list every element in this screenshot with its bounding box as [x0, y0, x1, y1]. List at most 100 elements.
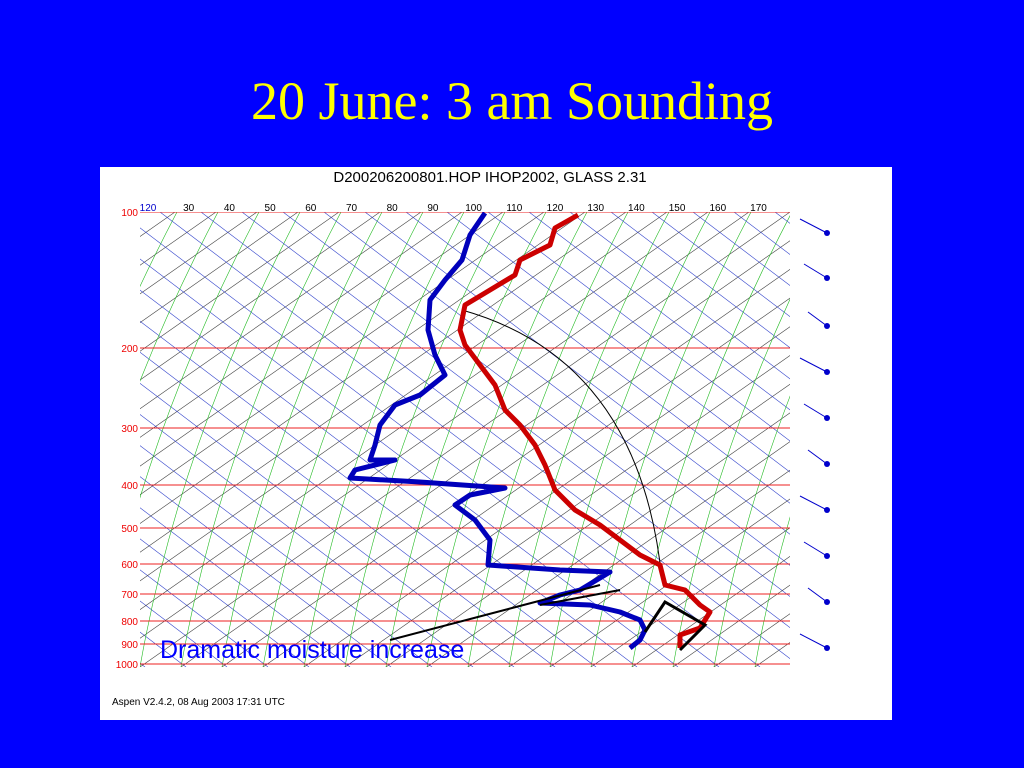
pressure-label: 100 — [121, 208, 138, 219]
isotherm — [385, 383, 790, 667]
isotherm — [140, 212, 586, 524]
mixing-line — [919, 212, 1024, 667]
pressure-label: 900 — [121, 640, 138, 651]
highlight-line — [643, 599, 708, 652]
parcel-curve — [461, 309, 663, 581]
isotherm — [140, 212, 258, 295]
mixing-line — [140, 212, 260, 499]
barb-staff — [799, 218, 828, 234]
isotherm-blue — [140, 569, 269, 667]
isotherm-blue — [0, 212, 104, 667]
barb-staff — [799, 357, 828, 373]
pressure-label: 200 — [121, 344, 138, 355]
isotherm — [140, 212, 627, 553]
isotherm — [140, 212, 790, 667]
temperature-label: 70 — [346, 203, 358, 214]
mixing-line — [0, 212, 95, 667]
isotherm — [919, 212, 1024, 667]
temperature-label: 40 — [224, 203, 236, 214]
isotherm — [0, 212, 52, 667]
mixing-line — [631, 215, 790, 667]
temperature-label: 80 — [387, 203, 399, 214]
isotherm-blue — [487, 212, 790, 442]
axis-labels: 100 200 300 400 500 600 700 800 900 1000 120 30 40 50… — [116, 203, 768, 671]
pressure-label: 1000 — [116, 660, 139, 671]
isotherm-blue — [980, 212, 1024, 667]
isotherm — [631, 556, 790, 667]
barb-staff — [807, 311, 828, 327]
isotherm — [960, 212, 1024, 667]
isotherm-blue — [569, 212, 790, 380]
pressure-label: 400 — [121, 481, 138, 492]
mixing-line — [1001, 212, 1024, 667]
isotherm-blue — [241, 212, 790, 628]
isotherm — [303, 326, 790, 667]
temperature-label: 100 — [465, 203, 482, 214]
arrow — [539, 589, 621, 606]
isotherm — [140, 212, 463, 438]
isotherm-blue — [140, 320, 597, 667]
isotherm-blue — [282, 212, 790, 597]
slide-title: 20 June: 3 am Sounding — [251, 71, 773, 131]
isotherm — [426, 412, 790, 667]
isotherm-blue — [159, 212, 761, 667]
isotherm — [180, 240, 790, 667]
isotherm — [140, 212, 504, 467]
temperature-label: 60 — [305, 203, 317, 214]
traces — [347, 212, 713, 652]
arrow — [389, 584, 601, 641]
mixing-line — [221, 212, 383, 667]
barb-staff — [799, 633, 828, 649]
mixing-line — [426, 212, 588, 667]
isotherm-blue — [651, 212, 790, 318]
diagram-caption: D200206200801.HOP IHOP2002, GLASS 2.31 — [333, 169, 646, 186]
isotherm-blue — [140, 538, 310, 667]
isotherm-blue — [140, 476, 392, 667]
isotherm-blue — [140, 351, 556, 667]
isotherm-blue — [200, 212, 790, 660]
mixing-line — [0, 212, 54, 667]
isotherm — [140, 212, 340, 352]
mixing-line — [303, 212, 465, 667]
pressure-label: 500 — [121, 524, 138, 535]
barb-staff — [807, 449, 828, 465]
isotherm-blue — [898, 212, 1024, 667]
temperature-label: 110 — [506, 203, 522, 214]
isotherm-blue — [140, 414, 474, 667]
isotherm — [878, 212, 1024, 667]
diagram-footer: Aspen V2.4.2, 08 Aug 2003 17:31 UTC — [112, 697, 285, 708]
isotherm — [549, 498, 790, 667]
isotherm-blue — [140, 507, 351, 667]
mixing-line — [140, 212, 178, 288]
pressure-label: 300 — [121, 424, 138, 435]
annotation: Dramatic moisture increase — [160, 636, 464, 664]
mixing-line — [344, 212, 506, 667]
isotherm-blue — [140, 383, 515, 667]
isotherm — [140, 212, 381, 381]
temperature-label: 170 — [750, 203, 767, 214]
barb-staff — [803, 541, 828, 557]
dewpoint-trace — [347, 212, 648, 650]
isotherm-blue — [939, 212, 1024, 667]
isotherm-blue — [364, 212, 790, 535]
isotherm-blue — [405, 212, 790, 504]
pressure-label: 800 — [121, 617, 138, 628]
mixing-line — [140, 212, 219, 382]
mixing-line — [590, 212, 752, 667]
isotherm — [1001, 212, 1024, 667]
pressure-label: 600 — [121, 560, 138, 571]
isotherm — [262, 297, 790, 667]
pressure-label: 700 — [121, 590, 138, 601]
mixing-line — [508, 212, 670, 667]
isotherm-blue — [528, 212, 790, 411]
isotherm — [0, 212, 11, 667]
temperature-label: 140 — [628, 203, 645, 214]
isotherm — [221, 269, 790, 667]
temperature-label: 160 — [709, 203, 726, 214]
isotherm — [140, 212, 750, 639]
isotherm-blue — [0, 212, 63, 667]
isotherm — [140, 212, 299, 323]
isotherm-blue — [446, 212, 790, 473]
mixing-line — [262, 212, 424, 667]
isotherm — [590, 527, 790, 667]
